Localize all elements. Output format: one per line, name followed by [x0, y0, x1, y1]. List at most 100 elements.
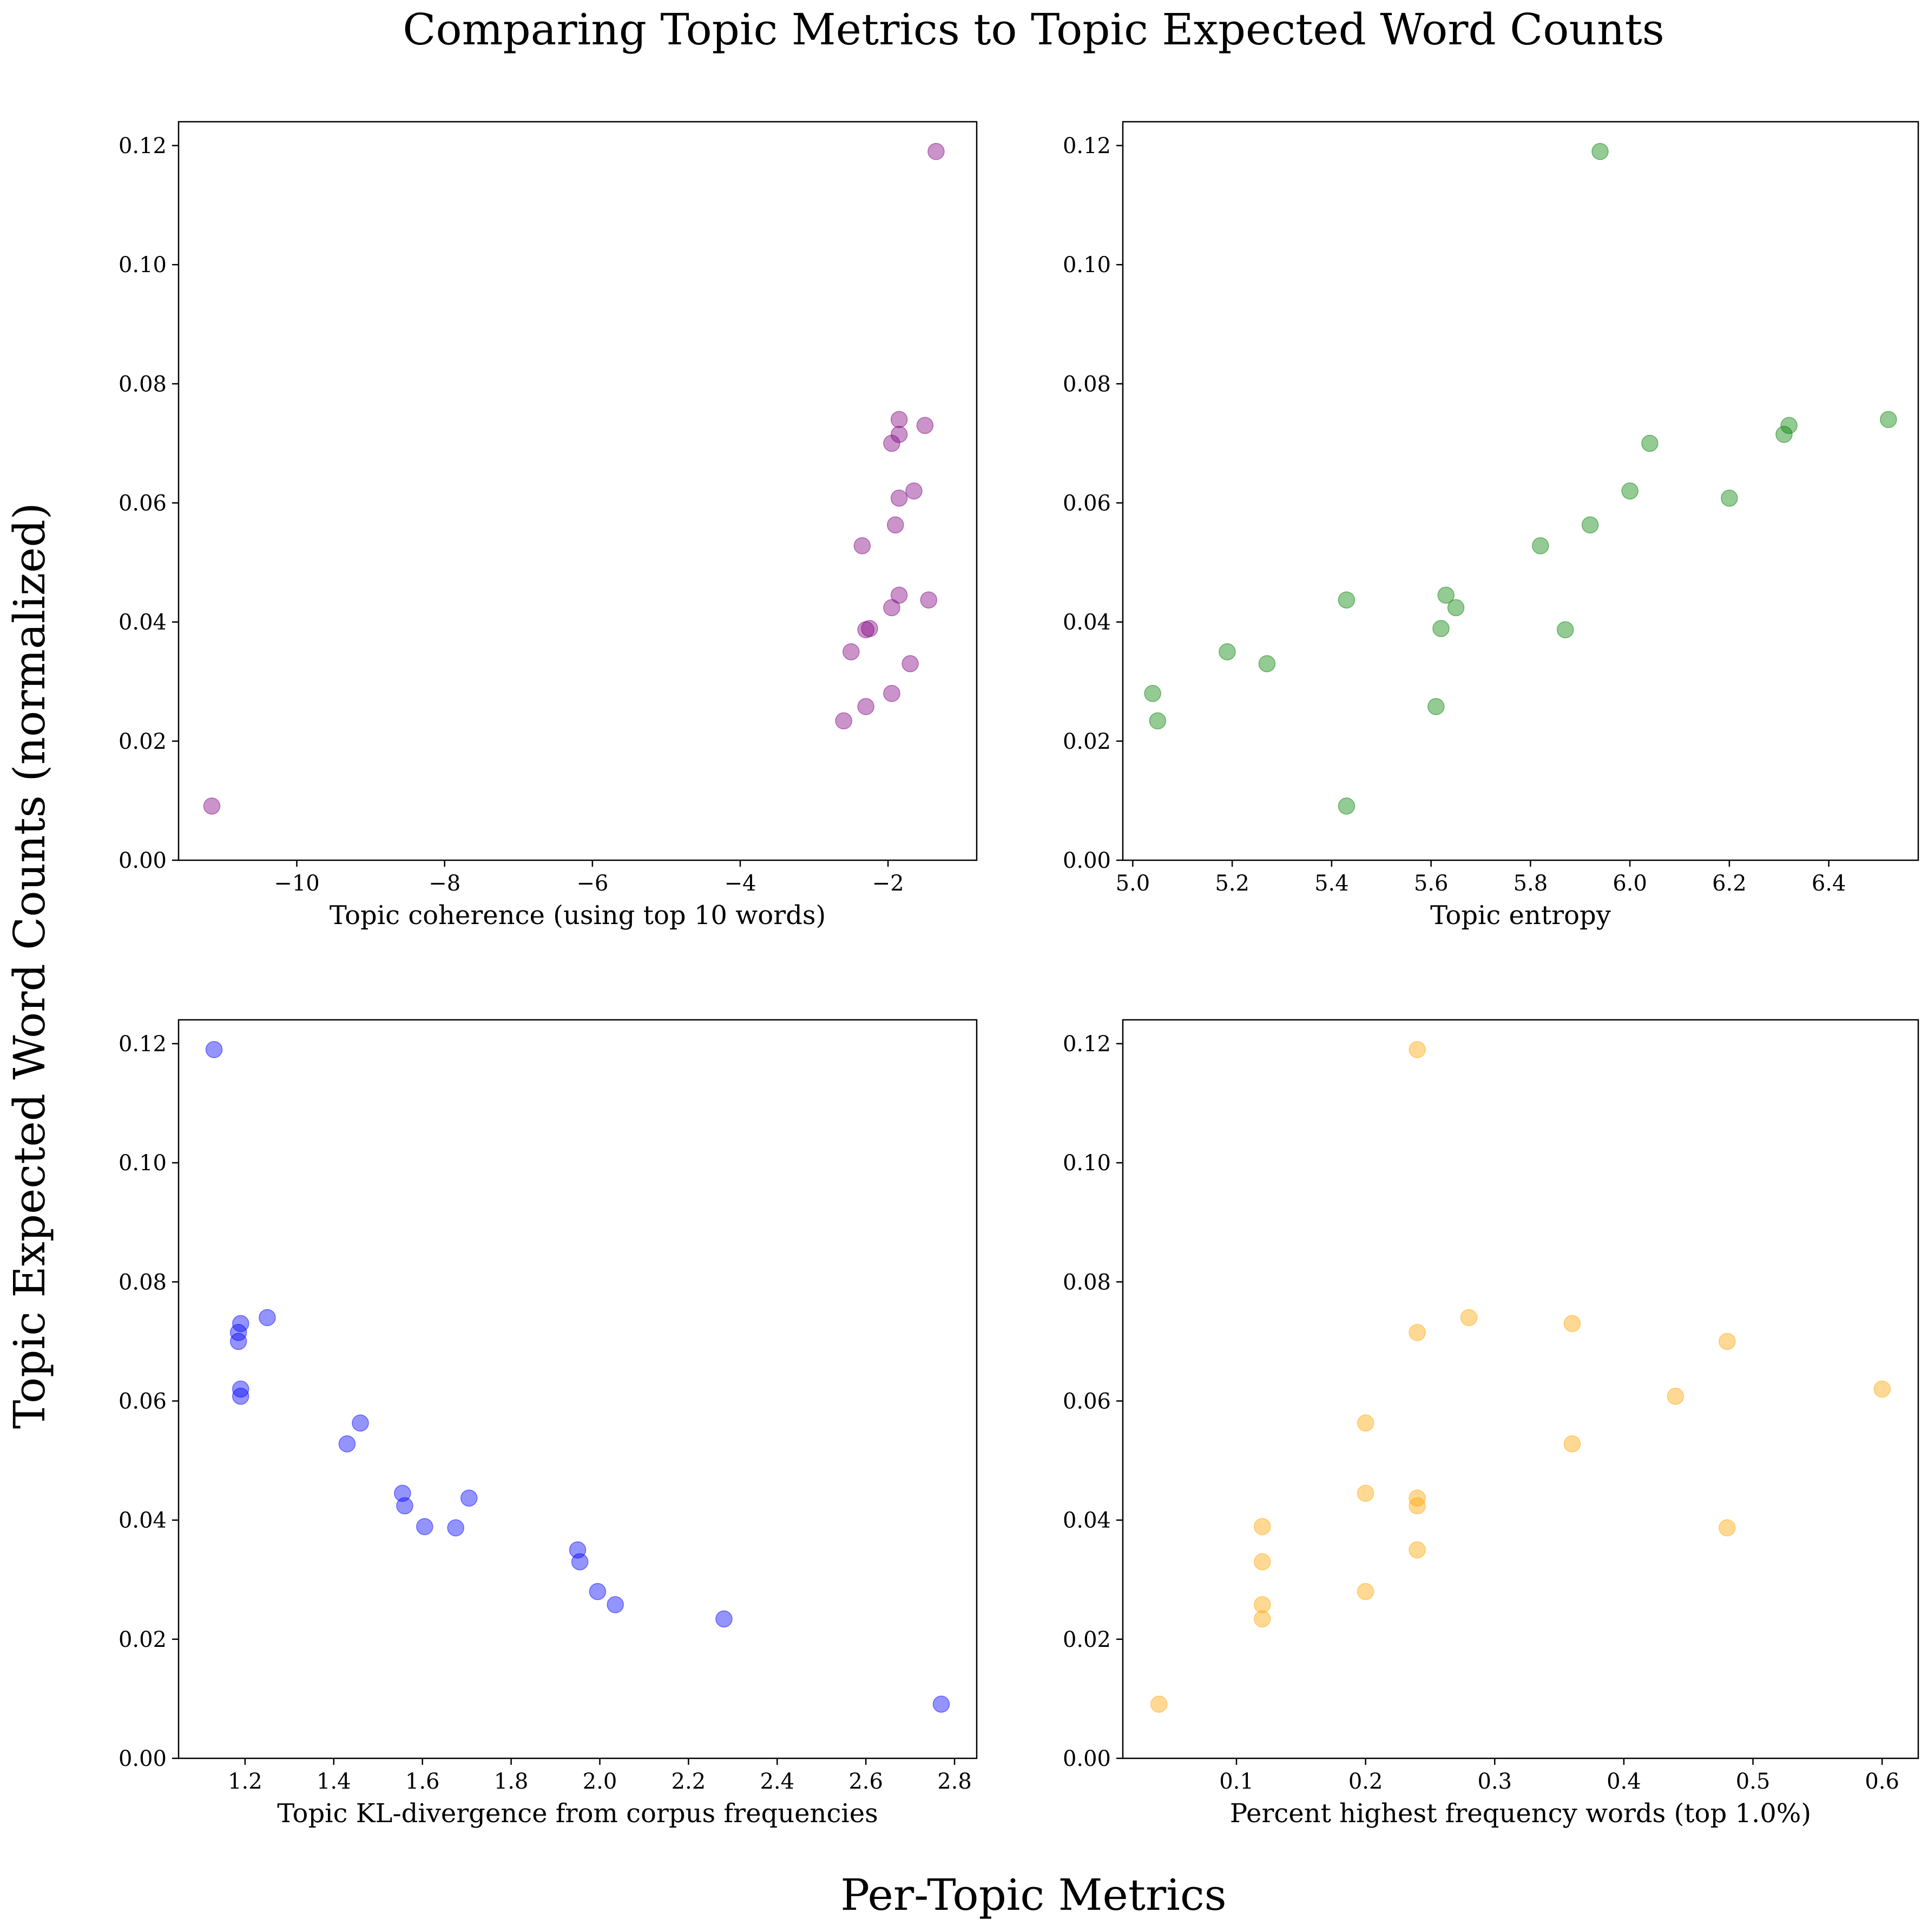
y-tick-label: 0.06 [119, 491, 167, 516]
y-tick-label: 0.06 [119, 1389, 167, 1414]
scatter-point [1719, 1519, 1736, 1537]
axes-frame-top-frequency [1122, 1019, 1919, 1759]
scatter-point [920, 591, 937, 609]
scatter-point [890, 489, 908, 507]
scatter-point [1719, 1333, 1736, 1350]
x-tick-label: −6 [576, 871, 608, 896]
scatter-point [447, 1519, 464, 1537]
scatter-point [1775, 426, 1793, 443]
x-tick-label: 1.4 [317, 1769, 351, 1794]
scatter-point [1253, 1553, 1271, 1571]
y-tick-label: 0.04 [1063, 610, 1111, 635]
scatter-point [416, 1518, 433, 1535]
scatter-point [853, 537, 871, 555]
scatter-point [571, 1553, 589, 1571]
x-tick-label: 6.2 [1712, 871, 1747, 896]
scatter-point [1253, 1610, 1271, 1628]
scatter-point [229, 1333, 247, 1350]
scatter-point [1427, 698, 1445, 715]
scatter-point [1591, 143, 1609, 160]
scatter-point [1873, 1380, 1891, 1398]
scatter-point [1258, 655, 1276, 672]
y-tick-label: 0.00 [1063, 1746, 1111, 1771]
x-tick-label: 1.6 [405, 1769, 440, 1794]
x-tick-label: 6.0 [1613, 871, 1647, 896]
scatter-point [1409, 1324, 1426, 1341]
scatter-point [843, 643, 860, 661]
figure-x-label: Per-Topic Metrics [840, 1870, 1226, 1920]
y-tick-label: 0.08 [119, 1270, 167, 1295]
scatter-point [338, 1435, 356, 1453]
scatter-point [1432, 620, 1450, 637]
figure-title: Comparing Topic Metrics to Topic Expecte… [403, 4, 1664, 55]
scatter-point [1880, 411, 1897, 428]
x-tick-label: 2.0 [583, 1769, 617, 1794]
scatter-point [1219, 643, 1236, 661]
y-tick-label: 0.10 [119, 1151, 167, 1176]
x-tick-label: 5.8 [1514, 871, 1548, 896]
scatter-point [1437, 586, 1455, 604]
y-tick-label: 0.02 [1063, 729, 1111, 754]
scatter-point [883, 434, 900, 452]
scatter-point [1338, 797, 1355, 815]
scatter-points-coherence [203, 143, 945, 815]
x-axis-label-kl-divergence: Topic KL-divergence from corpus frequenc… [277, 1798, 878, 1829]
scatter-point [203, 797, 221, 815]
x-axis-label-top-frequency: Percent highest frequency words (top 1.0… [1230, 1798, 1811, 1829]
scatter-point [1780, 417, 1798, 434]
scatter-points-entropy [1144, 143, 1897, 815]
scatter-points-kl-divergence [205, 1041, 950, 1713]
scatter-point [916, 417, 934, 434]
scatter-panel-kl-divergence: 1.2 1.4 1.6 1.8 2.0 2.2 2.4 2.6 2.8 0.00 0.02 0.04 0… [119, 1019, 978, 1829]
y-tick-label: 0.00 [1063, 848, 1111, 873]
x-tick-label: 5.6 [1414, 871, 1449, 896]
scatter-point [1144, 685, 1161, 702]
y-tick-label: 0.10 [119, 253, 167, 278]
scatter-point [1338, 591, 1355, 609]
x-tick-label: 5.4 [1314, 871, 1349, 896]
scatter-panel-top-frequency: 0.1 0.2 0.3 0.4 0.5 0.6 0.00 0.02 0.04 0.06 0.08 0.… [1063, 1019, 1919, 1829]
axes-frame-coherence [177, 121, 978, 861]
scatter-point [883, 685, 900, 702]
x-tick-label: 2.4 [760, 1769, 794, 1794]
scatter-point [1563, 1315, 1581, 1333]
y-tick-label: 0.02 [1063, 1627, 1111, 1652]
y-tick-label: 0.12 [1063, 1032, 1111, 1057]
y-tick-label: 0.02 [119, 729, 167, 754]
scatter-point [1409, 1041, 1426, 1058]
scatter-point [205, 1041, 223, 1058]
scatter-point [396, 1497, 413, 1515]
y-tick-label: 0.08 [1063, 372, 1111, 397]
scatter-point [932, 1696, 950, 1713]
y-tick-label: 0.10 [1063, 253, 1111, 278]
y-tick-label: 0.04 [1063, 1508, 1111, 1533]
scatter-point [394, 1485, 411, 1502]
x-tick-label: 2.2 [672, 1769, 706, 1794]
scatter-point [857, 621, 874, 638]
figure-y-label: Topic Expected Word Counts (normalized) [4, 503, 55, 1429]
scatter-point [857, 698, 874, 715]
axes-frame-entropy [1122, 121, 1919, 861]
scatter-point [1409, 1497, 1426, 1515]
scatter-point [1253, 1518, 1271, 1535]
x-tick-label: −10 [274, 871, 319, 896]
scatter-point [927, 143, 945, 160]
x-axis-label-coherence: Topic coherence (using top 10 words) [330, 900, 826, 931]
y-tick-label: 0.00 [119, 848, 167, 873]
scatter-point [1447, 599, 1465, 617]
scatter-point [835, 712, 852, 730]
x-tick-label: 2.8 [937, 1769, 972, 1794]
scatter-point [1409, 1541, 1426, 1559]
y-tick-label: 0.12 [1063, 134, 1111, 159]
scatter-point [1621, 482, 1639, 500]
x-tick-label: 0.4 [1607, 1769, 1641, 1794]
scatter-point [883, 599, 900, 617]
x-tick-label: 0.1 [1219, 1769, 1254, 1794]
scatter-point [715, 1610, 733, 1628]
y-tick-label: 0.04 [119, 610, 167, 635]
scatter-point [1563, 1435, 1581, 1453]
scatter-point [1641, 434, 1659, 452]
scatter-point [890, 586, 908, 604]
scatter-point [1556, 621, 1574, 638]
scatter-point [1149, 712, 1167, 730]
